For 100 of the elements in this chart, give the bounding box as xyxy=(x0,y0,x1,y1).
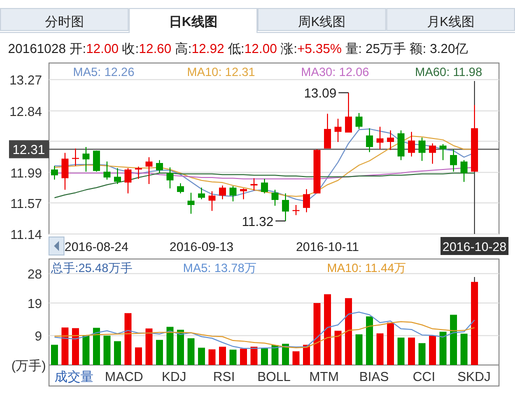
bar xyxy=(62,327,68,365)
bar xyxy=(314,303,320,365)
x-tick-label: 2016-08-24 xyxy=(64,240,129,254)
bar xyxy=(334,330,342,365)
bar xyxy=(198,348,205,365)
candlestick xyxy=(72,148,79,166)
text: MA30: 12.06 xyxy=(301,65,370,79)
bar xyxy=(156,340,163,365)
line-series xyxy=(54,312,475,349)
x-tick-label: 2016-10-11 xyxy=(296,240,360,254)
candlestick xyxy=(334,118,342,142)
candlestick xyxy=(93,150,100,172)
text: CCI xyxy=(412,369,436,384)
y-tick-label: 28 xyxy=(28,266,42,282)
bar xyxy=(440,332,446,365)
annotation: 11.32 xyxy=(242,214,274,229)
text: BOLL xyxy=(257,369,291,384)
candlestick xyxy=(429,142,436,164)
bar xyxy=(292,351,300,365)
candlestick xyxy=(156,160,163,174)
text: MTM xyxy=(309,369,339,384)
bar xyxy=(188,338,194,365)
candlestick xyxy=(282,192,289,222)
text: 月K线图 xyxy=(426,14,474,29)
candlestick xyxy=(440,144,446,161)
bar xyxy=(324,294,331,365)
bar xyxy=(282,344,289,365)
text: MA60: 11.98 xyxy=(415,65,482,79)
candlestick xyxy=(114,168,121,185)
candlestick xyxy=(398,130,404,161)
text: MACD xyxy=(104,369,144,384)
y-tick-label: 11.99 xyxy=(10,165,42,180)
bar xyxy=(450,314,457,365)
bar xyxy=(261,348,268,365)
candlestick xyxy=(146,156,152,185)
ref-line-label: 12.31 xyxy=(12,142,45,158)
y-tick-label: 11.57 xyxy=(10,196,42,211)
bar xyxy=(114,341,121,365)
candlestick xyxy=(124,168,132,194)
candlestick xyxy=(104,161,110,180)
bar xyxy=(219,346,226,365)
y-tick-label: 12.84 xyxy=(9,104,42,119)
annotation: 13.09 xyxy=(304,86,336,101)
text: MA5: 13.78万 xyxy=(183,261,256,275)
candlestick xyxy=(387,130,394,150)
candlestick xyxy=(51,165,58,180)
candlestick xyxy=(82,146,90,172)
candlestick xyxy=(208,190,216,212)
candlestick xyxy=(198,187,205,200)
candlestick xyxy=(62,152,68,190)
y-tick-label: 19 xyxy=(28,296,42,312)
y-tick-label: 11.14 xyxy=(10,227,42,242)
bar xyxy=(82,334,90,365)
bar xyxy=(418,343,426,365)
candlestick xyxy=(418,137,426,162)
candlestick xyxy=(303,188,310,213)
candlestick xyxy=(272,189,278,206)
candlestick xyxy=(450,148,457,172)
bar xyxy=(429,336,436,365)
candlestick xyxy=(230,186,236,202)
candlestick xyxy=(408,131,415,157)
bar xyxy=(208,349,216,365)
candlestick xyxy=(261,178,268,194)
text: MA10: 12.31 xyxy=(187,65,256,79)
bar xyxy=(460,334,468,365)
text: MA10: 11.44万 xyxy=(327,261,406,275)
bar xyxy=(135,347,142,365)
bar xyxy=(93,328,100,365)
bar xyxy=(471,282,478,365)
bar xyxy=(51,344,58,365)
bar xyxy=(398,338,404,365)
text: BIAS xyxy=(359,369,390,384)
bar xyxy=(376,333,384,365)
y-tick-label: 9 xyxy=(34,328,42,344)
bar xyxy=(303,344,310,365)
candlestick xyxy=(376,126,384,150)
candlestick xyxy=(166,166,174,189)
candlestick xyxy=(356,112,362,130)
bar xyxy=(177,330,184,365)
candlestick xyxy=(188,192,194,214)
bar xyxy=(408,338,415,365)
candlestick xyxy=(250,178,258,192)
y-axis-title: (万手) xyxy=(11,358,46,373)
text: 分时图 xyxy=(44,14,84,29)
candlestick xyxy=(292,204,300,216)
candlestick xyxy=(219,184,226,200)
text: 成交量 xyxy=(54,369,94,384)
text: KDJ xyxy=(162,369,186,384)
text: 日K线图 xyxy=(168,14,218,29)
text: MA5: 12.26 xyxy=(73,65,135,79)
y-tick-label: 13.27 xyxy=(9,72,42,88)
bar xyxy=(250,346,258,365)
bar xyxy=(72,328,79,365)
candlestick xyxy=(324,113,331,149)
bar xyxy=(230,350,236,365)
line-series xyxy=(54,321,475,348)
candlestick xyxy=(345,92,352,134)
bar xyxy=(356,334,362,365)
candlestick xyxy=(177,182,184,194)
x-tick-label: 2016-10-28 xyxy=(442,240,507,254)
